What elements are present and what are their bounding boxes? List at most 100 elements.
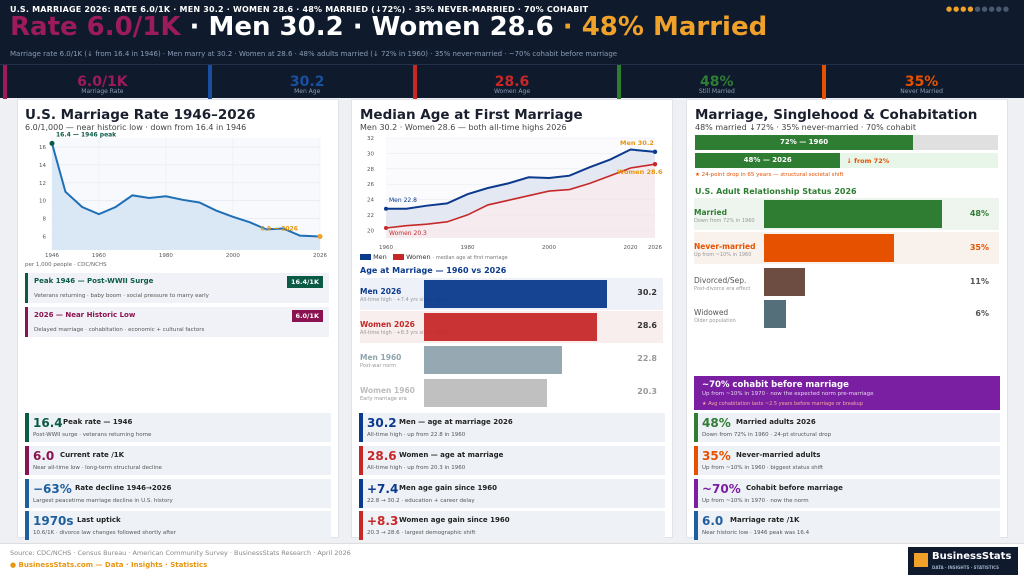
chart2-men-end-point bbox=[652, 149, 658, 155]
age-bar-name: Women 2026 bbox=[360, 320, 415, 329]
compare-row-2026: 48% — 2026 ↓ from 72% bbox=[695, 153, 998, 168]
stat-desc: Largest peacetime marriage decline in U.… bbox=[33, 498, 173, 504]
cohabit-callout: ~70% cohabit before marriage Up from ~10… bbox=[694, 376, 1000, 410]
stat-value: 6.0 bbox=[33, 449, 55, 463]
logo-text: BusinessStats bbox=[932, 551, 1012, 562]
chart2-women-start-point bbox=[384, 226, 388, 230]
stat-value: 30.2 bbox=[367, 416, 397, 430]
kpi-label: Men Age bbox=[294, 88, 321, 95]
stat-value: 48% bbox=[702, 416, 731, 430]
chart2-annotation-women-2026: Women 28.6 bbox=[617, 168, 663, 176]
status-sub: Up from ~10% in 1960 bbox=[694, 252, 752, 258]
stat-rate-decline: −63% Rate decline 1946→2026 Largest peacet… bbox=[25, 479, 331, 508]
stat-desc: 10.6/1K · divorce law changes followed s… bbox=[33, 530, 176, 536]
kpi-bar bbox=[3, 65, 7, 99]
chart1-ytick-label: 6 bbox=[43, 235, 47, 241]
panel2-subtitle: Men 30.2 · Women 28.6 — both all-time hi… bbox=[360, 123, 567, 132]
kpi-bar bbox=[412, 65, 417, 99]
kpi-women-age: 28.6 Women Age bbox=[410, 65, 615, 99]
stat-title: Never-married adults bbox=[736, 451, 821, 459]
stat-men-age-2026: 30.2 Men — age at marriage 2026 All-time h… bbox=[359, 413, 665, 442]
kpi-label: Still Married bbox=[698, 88, 735, 95]
logo-tagline: DATA · INSIGHTS · STATISTICS bbox=[932, 565, 999, 570]
chart2-ytick-label: 32 bbox=[367, 136, 374, 142]
chart1-footnote: per 1,000 people · CDC/NCHS bbox=[25, 262, 107, 268]
stat-value: +8.3 bbox=[367, 514, 399, 528]
status-row: Married Down from 72% in 1960 48% bbox=[694, 198, 999, 230]
businessstats-logo[interactable]: BusinessStats DATA · INSIGHTS · STATISTI… bbox=[908, 547, 1018, 575]
chart2-women-end-point bbox=[652, 161, 658, 167]
pager-dots[interactable]: ●●●●●●●●● bbox=[946, 5, 1010, 13]
status-row: Never-married Up from ~10% in 1960 35% bbox=[694, 232, 999, 264]
headline-women: · Women 28.6 bbox=[343, 12, 554, 42]
chart1-annotation-end: 6.0 — 2026 bbox=[260, 226, 298, 233]
chart1-ytick-label: 10 bbox=[39, 199, 46, 205]
chart2-xtick-label: 2020 bbox=[624, 245, 638, 251]
chart2-ytick-label: 20 bbox=[367, 228, 374, 234]
status-row: Widowed Older population 6% bbox=[694, 298, 999, 330]
chart1-area bbox=[52, 143, 320, 250]
status-name: Never-married bbox=[694, 242, 756, 251]
footer: Source: CDC/NCHS · Census Bureau · Ameri… bbox=[0, 543, 1024, 576]
status-fill bbox=[764, 234, 894, 262]
header-kicker: U.S. MARRIAGE 2026: RATE 6.0/1K · MEN 30… bbox=[10, 5, 589, 14]
stat-desc: Near all-time low · long-term structural… bbox=[33, 465, 162, 471]
chart1-xtick-label: 1946 bbox=[45, 253, 59, 259]
status-sub: Post-divorce era effect bbox=[694, 286, 751, 292]
legend-note: · median age at first marriage bbox=[432, 255, 508, 261]
stat-value: 16.4 bbox=[33, 416, 63, 430]
stat-desc: 20.3 → 28.6 · largest demographic shift bbox=[367, 530, 476, 536]
logo-chart-icon bbox=[914, 553, 928, 567]
age-bar-sub: Post-war norm bbox=[360, 363, 397, 369]
age-bar-name: Women 1960 bbox=[360, 386, 415, 395]
stat-men-age-gain: +7.4 Men age gain since 1960 22.8 → 30.2 ·… bbox=[359, 479, 665, 508]
panel3-subtitle: 48% married ↓72% · 35% never-married · 7… bbox=[695, 123, 916, 132]
status-value: 48% bbox=[969, 209, 989, 218]
chart2-annotation-men-2026: Men 30.2 bbox=[620, 139, 654, 147]
stat-desc: Post-WWII surge · veterans returning hom… bbox=[33, 432, 152, 438]
chart2-ytick-label: 22 bbox=[367, 213, 374, 219]
callout-note: ★ Avg cohabitation lasts ~2.5 years befo… bbox=[702, 401, 863, 407]
stat-value: ~70% bbox=[702, 482, 741, 496]
age-bar-row: Men 2026 All-time high · +7.4 yrs since 1… bbox=[360, 278, 663, 310]
stat-value: 28.6 bbox=[367, 449, 397, 463]
chart2-women-area bbox=[386, 164, 655, 238]
status-sub: Down from 72% in 1960 bbox=[694, 218, 755, 224]
kpi-men-age: 30.2 Men Age bbox=[205, 65, 410, 99]
status-fill bbox=[764, 268, 805, 296]
footer-brand-link[interactable]: ● BusinessStats.com — Data · Insights · … bbox=[10, 561, 208, 569]
stat-title: Current rate /1K bbox=[60, 451, 125, 459]
stat-value: −63% bbox=[33, 482, 72, 496]
stat-last-uptick: 1970s Last uptick 10.6/1K · divorce law ch… bbox=[25, 511, 331, 540]
panel1-subtitle: 6.0/1,000 — near historic low · down fro… bbox=[25, 123, 247, 132]
chart1-ytick-label: 14 bbox=[39, 163, 46, 169]
age-bar-name: Men 1960 bbox=[360, 353, 402, 362]
stat-desc: 22.8 → 30.2 · education + career delay bbox=[367, 498, 475, 504]
stat-desc: Down from 72% in 1960 · 24-pt structural… bbox=[702, 432, 832, 438]
footer-source: Source: CDC/NCHS · Census Bureau · Ameri… bbox=[10, 549, 351, 557]
age-bar-row: Men 1960 Post-war norm 22.8 bbox=[360, 344, 663, 376]
stat-title: Married adults 2026 bbox=[736, 418, 816, 426]
stat-never-married: 35% Never-married adults Up from ~10% in 1… bbox=[694, 446, 1000, 475]
chart2-ytick-label: 24 bbox=[367, 198, 374, 204]
callout-title: ~70% cohabit before marriage bbox=[702, 380, 849, 390]
legend-swatch-women bbox=[393, 254, 405, 260]
panel1-title: U.S. Marriage Rate 1946–2026 bbox=[25, 107, 256, 123]
stat-desc: All-time high · up from 22.8 in 1960 bbox=[367, 432, 466, 438]
chart2-legend: Men Women · median age at first marriage bbox=[360, 253, 508, 261]
card-badge: 16.4/1K bbox=[287, 276, 323, 288]
status-name: Divorced/Sep. bbox=[694, 276, 747, 285]
kpi-still-married: 48% Still Married bbox=[614, 65, 819, 99]
status-value: 6% bbox=[975, 309, 989, 318]
age-bar-value: 20.3 bbox=[637, 387, 657, 396]
stat-marriage-rate: 6.0 Marriage rate /1K Near historic low · … bbox=[694, 511, 1000, 540]
card-badge: 6.0/1K bbox=[291, 310, 323, 322]
headline-men: · Men 30.2 bbox=[180, 12, 344, 42]
chart1-annotation-peak: 16.4 — 1946 peak bbox=[56, 132, 117, 138]
headline: Rate 6.0/1K · Men 30.2 · Women 28.6 · 48… bbox=[10, 12, 767, 42]
stat-value: 35% bbox=[702, 449, 731, 463]
chart2-men-line bbox=[386, 148, 656, 210]
chart1-ytick-label: 8 bbox=[43, 217, 47, 223]
kpi-label: Women Age bbox=[493, 88, 531, 95]
callout-sub: Up from ~10% in 1970 · now the expected … bbox=[702, 391, 874, 397]
